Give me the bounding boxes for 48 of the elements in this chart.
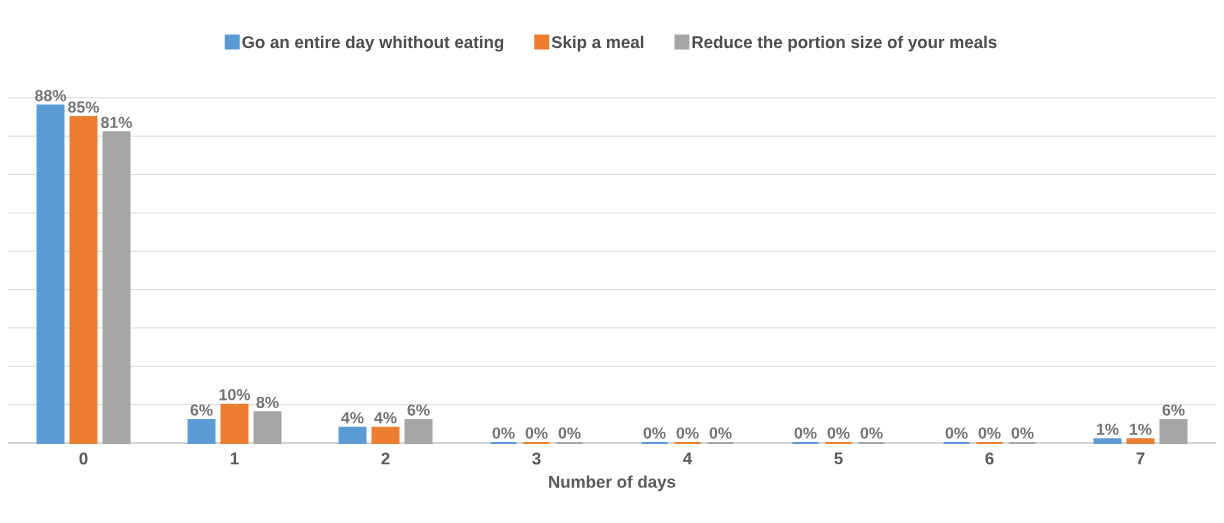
data-label: 0% xyxy=(827,427,850,439)
bar xyxy=(338,426,367,444)
legend-label: Go an entire day whithout eating xyxy=(242,35,504,52)
bar xyxy=(36,104,65,444)
data-label: 6% xyxy=(407,404,430,416)
x-tick-label: 0 xyxy=(79,452,88,465)
data-label: 0% xyxy=(492,427,515,439)
data-label: 4% xyxy=(341,412,364,424)
data-label: 0% xyxy=(794,427,817,439)
bar xyxy=(1093,438,1122,444)
x-tick-label: 1 xyxy=(230,452,239,465)
data-label: 0% xyxy=(525,427,548,439)
legend-label: Reduce the portion size of your meals xyxy=(692,35,997,52)
data-label: 81% xyxy=(101,116,133,129)
bar xyxy=(1159,418,1188,444)
x-tick-label: 7 xyxy=(1136,452,1145,465)
data-label: 0% xyxy=(709,427,732,439)
data-label: 0% xyxy=(945,427,968,439)
data-label: 0% xyxy=(860,427,883,439)
x-tick-label: 5 xyxy=(834,452,843,465)
bar xyxy=(187,418,216,444)
bar xyxy=(371,426,400,444)
data-label: 6% xyxy=(1162,404,1185,416)
data-label: 1% xyxy=(1096,423,1119,435)
bar xyxy=(102,131,131,444)
data-label: 10% xyxy=(219,389,251,401)
data-label: 85% xyxy=(68,101,100,113)
data-label: 0% xyxy=(978,427,1001,439)
bar xyxy=(69,116,98,444)
x-axis-title: Number of days xyxy=(549,475,676,492)
x-tick-label: 2 xyxy=(381,452,390,465)
x-tick-label: 3 xyxy=(532,452,541,465)
data-label: 1% xyxy=(1129,423,1152,435)
data-label: 6% xyxy=(190,404,213,416)
x-tick-label: 6 xyxy=(985,452,994,465)
x-tick-label: 4 xyxy=(683,452,693,465)
data-label: 0% xyxy=(1011,427,1034,439)
data-label: 0% xyxy=(676,427,699,439)
bar xyxy=(404,418,433,444)
legend-label: Skip a meal xyxy=(551,35,644,52)
bar xyxy=(253,411,282,444)
bar xyxy=(1126,438,1155,444)
bar xyxy=(220,403,249,444)
data-label: 0% xyxy=(643,427,666,439)
data-label: 4% xyxy=(374,412,397,424)
data-label: 8% xyxy=(256,396,279,408)
data-label: 88% xyxy=(35,89,67,102)
data-label: 0% xyxy=(558,427,581,439)
